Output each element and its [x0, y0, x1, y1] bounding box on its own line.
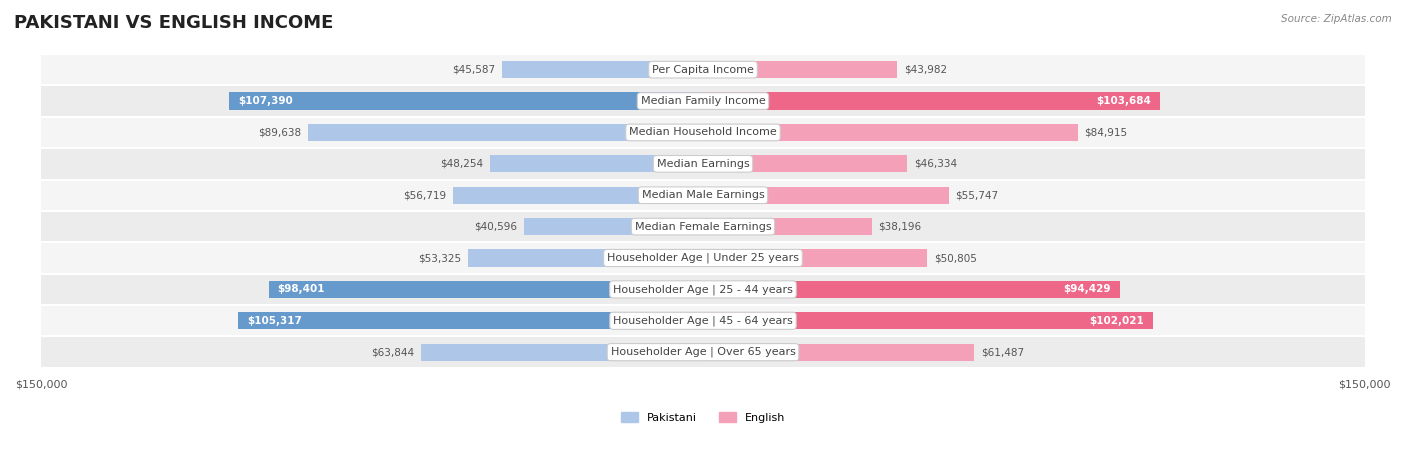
Text: Median Male Earnings: Median Male Earnings	[641, 190, 765, 200]
Bar	[308, 124, 703, 141]
Text: $50,805: $50,805	[934, 253, 977, 263]
Text: Householder Age | 25 - 44 years: Householder Age | 25 - 44 years	[613, 284, 793, 295]
Bar	[41, 179, 1365, 211]
Text: $56,719: $56,719	[404, 190, 446, 200]
Text: $45,587: $45,587	[453, 64, 495, 75]
Text: $53,325: $53,325	[418, 253, 461, 263]
Bar	[703, 249, 927, 267]
Text: Householder Age | 45 - 64 years: Householder Age | 45 - 64 years	[613, 316, 793, 326]
Bar	[41, 211, 1365, 242]
Text: $94,429: $94,429	[1063, 284, 1111, 294]
Text: $105,317: $105,317	[247, 316, 302, 326]
Bar	[41, 337, 1365, 368]
Bar	[41, 54, 1365, 85]
Text: Median Female Earnings: Median Female Earnings	[634, 222, 772, 232]
Bar	[41, 85, 1365, 117]
Text: Median Household Income: Median Household Income	[628, 127, 778, 137]
Bar	[703, 92, 1160, 110]
Bar	[41, 242, 1365, 274]
Text: $102,021: $102,021	[1090, 316, 1144, 326]
Text: $107,390: $107,390	[238, 96, 292, 106]
Text: $48,254: $48,254	[440, 159, 484, 169]
Bar	[703, 344, 974, 361]
Text: $43,982: $43,982	[904, 64, 946, 75]
Bar	[703, 124, 1077, 141]
Text: $38,196: $38,196	[879, 222, 921, 232]
Bar	[422, 344, 703, 361]
Legend: Pakistani, English: Pakistani, English	[617, 408, 789, 427]
Bar	[41, 274, 1365, 305]
Text: Median Family Income: Median Family Income	[641, 96, 765, 106]
Bar	[41, 305, 1365, 337]
Text: $55,747: $55,747	[956, 190, 998, 200]
Bar	[524, 218, 703, 235]
Text: $84,915: $84,915	[1084, 127, 1128, 137]
Bar	[468, 249, 703, 267]
Text: PAKISTANI VS ENGLISH INCOME: PAKISTANI VS ENGLISH INCOME	[14, 14, 333, 32]
Bar	[453, 187, 703, 204]
Text: $61,487: $61,487	[981, 347, 1024, 357]
Text: Source: ZipAtlas.com: Source: ZipAtlas.com	[1281, 14, 1392, 24]
Bar	[239, 312, 703, 329]
Bar	[703, 61, 897, 78]
Bar	[41, 117, 1365, 148]
Text: $63,844: $63,844	[371, 347, 415, 357]
Bar	[269, 281, 703, 298]
Bar	[703, 312, 1153, 329]
Text: $103,684: $103,684	[1097, 96, 1152, 106]
Bar	[229, 92, 703, 110]
Bar	[703, 187, 949, 204]
Bar	[703, 155, 907, 172]
Text: $98,401: $98,401	[278, 284, 325, 294]
Bar	[41, 148, 1365, 179]
Bar	[703, 281, 1119, 298]
Text: Householder Age | Under 25 years: Householder Age | Under 25 years	[607, 253, 799, 263]
Bar	[703, 218, 872, 235]
Text: Median Earnings: Median Earnings	[657, 159, 749, 169]
Text: Householder Age | Over 65 years: Householder Age | Over 65 years	[610, 347, 796, 357]
Text: $40,596: $40,596	[474, 222, 517, 232]
Text: $89,638: $89,638	[257, 127, 301, 137]
Text: $46,334: $46,334	[914, 159, 957, 169]
Text: Per Capita Income: Per Capita Income	[652, 64, 754, 75]
Bar	[491, 155, 703, 172]
Bar	[502, 61, 703, 78]
